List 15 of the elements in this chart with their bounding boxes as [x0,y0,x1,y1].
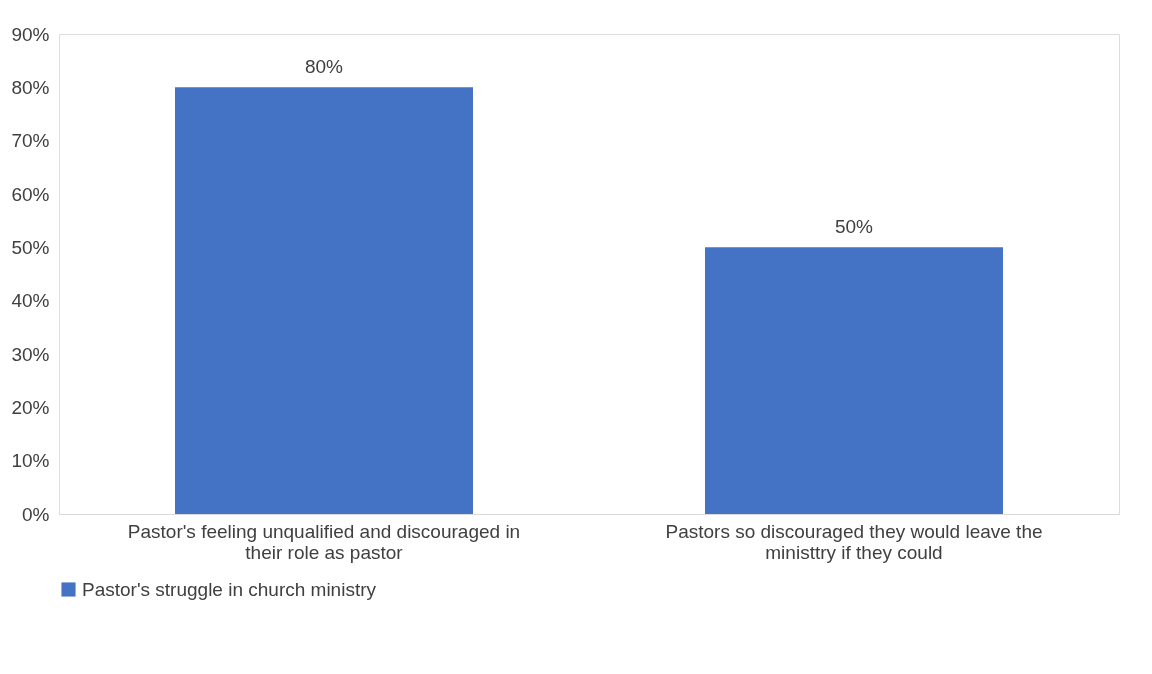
y-tick-label: 90% [11,23,50,45]
x-tick-label: Pastor's feeling unqualified and discouraged in their role as pastor [127,520,521,563]
y-tick-label: 80% [11,76,50,98]
legend-label: Pastor's struggle in church ministry [82,578,377,600]
y-tick-label: 0% [22,503,50,525]
y-tick-label: 20% [11,396,50,418]
y-tick-label: 40% [11,290,50,312]
data-label: 80% [304,56,344,78]
x-tick-label: Pastors so discouraged they would leave the ministtry if they could [665,520,1043,563]
y-tick-label: 30% [11,343,50,365]
data-label: 50% [834,216,874,238]
y-tick-label: 70% [11,130,50,152]
y-tick-label: 50% [11,236,50,258]
y-tick-label: 10% [11,450,50,472]
y-tick-label: 60% [11,183,50,205]
